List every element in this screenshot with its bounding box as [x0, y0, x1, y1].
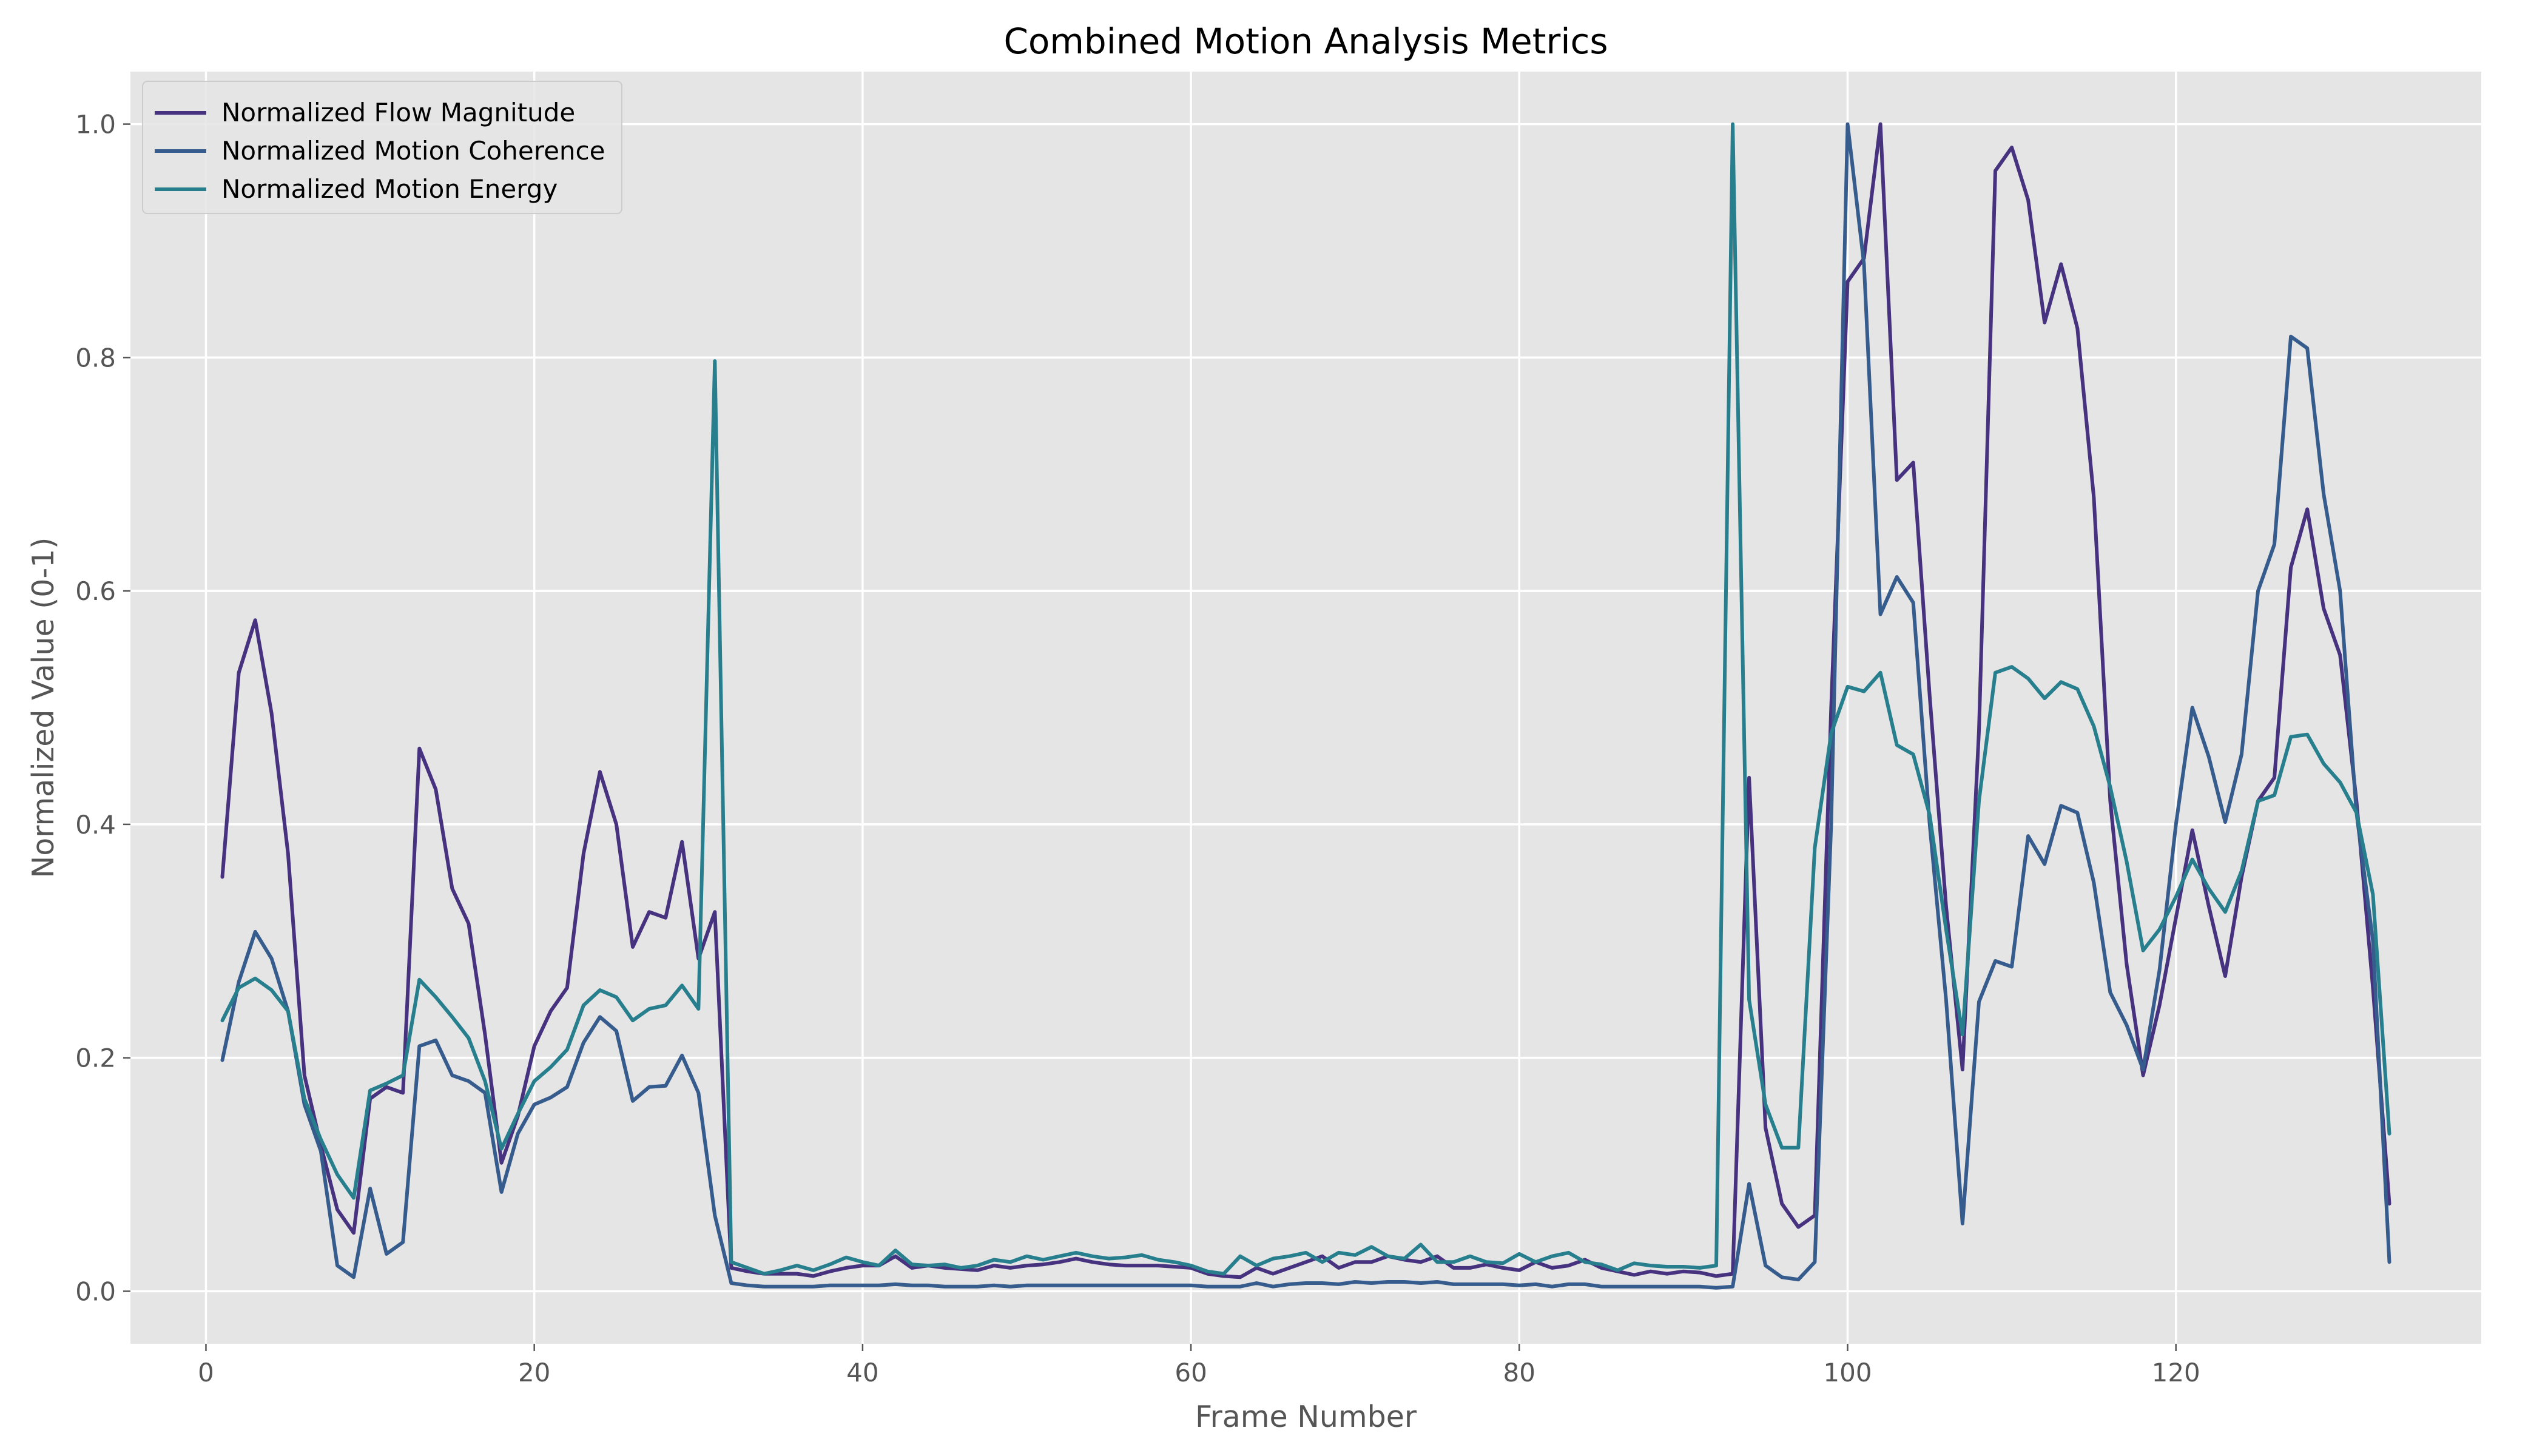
x-tick-label: 100 [1823, 1358, 1872, 1387]
x-tick-label: 20 [518, 1358, 550, 1387]
y-axis-ticks: 0.0 0.2 0.4 0.6 0.8 1.0 [75, 110, 130, 1306]
y-tick-label: 1.0 [75, 110, 116, 140]
y-axis-label: Normalized Value (0-1) [26, 538, 61, 878]
legend-label: Normalized Motion Energy [221, 174, 558, 204]
x-axis-label: Frame Number [1195, 1400, 1417, 1434]
chart-title: Combined Motion Analysis Metrics [1003, 21, 1608, 62]
y-tick-label: 0.0 [75, 1276, 116, 1306]
y-gridlines [130, 123, 2481, 1293]
x-tick-label: 60 [1175, 1358, 1207, 1387]
x-tick-label: 120 [2152, 1358, 2200, 1387]
series-line-2 [220, 122, 2391, 1290]
x-axis-ticks: 0 20 40 60 80 100 120 [198, 1344, 2200, 1387]
y-tick-label: 0.8 [75, 343, 116, 372]
legend: Normalized Flow Magnitude Normalized Moti… [142, 81, 622, 214]
x-tick-label: 40 [846, 1358, 878, 1387]
legend-label: Normalized Flow Magnitude [221, 98, 575, 127]
x-tick-label: 80 [1503, 1358, 1535, 1387]
y-tick-label: 0.4 [75, 810, 116, 840]
y-tick-label: 0.2 [75, 1043, 116, 1073]
legend-label: Normalized Motion Coherence [221, 136, 605, 166]
series-line-3 [220, 122, 2391, 1276]
x-tick-label: 0 [198, 1358, 214, 1387]
series-line-1 [220, 122, 2391, 1279]
series-lines [220, 122, 2391, 1290]
legend-box [142, 81, 622, 214]
y-tick-label: 0.6 [75, 576, 116, 606]
x-gridlines [204, 72, 2177, 1344]
plot-area [130, 72, 2481, 1344]
